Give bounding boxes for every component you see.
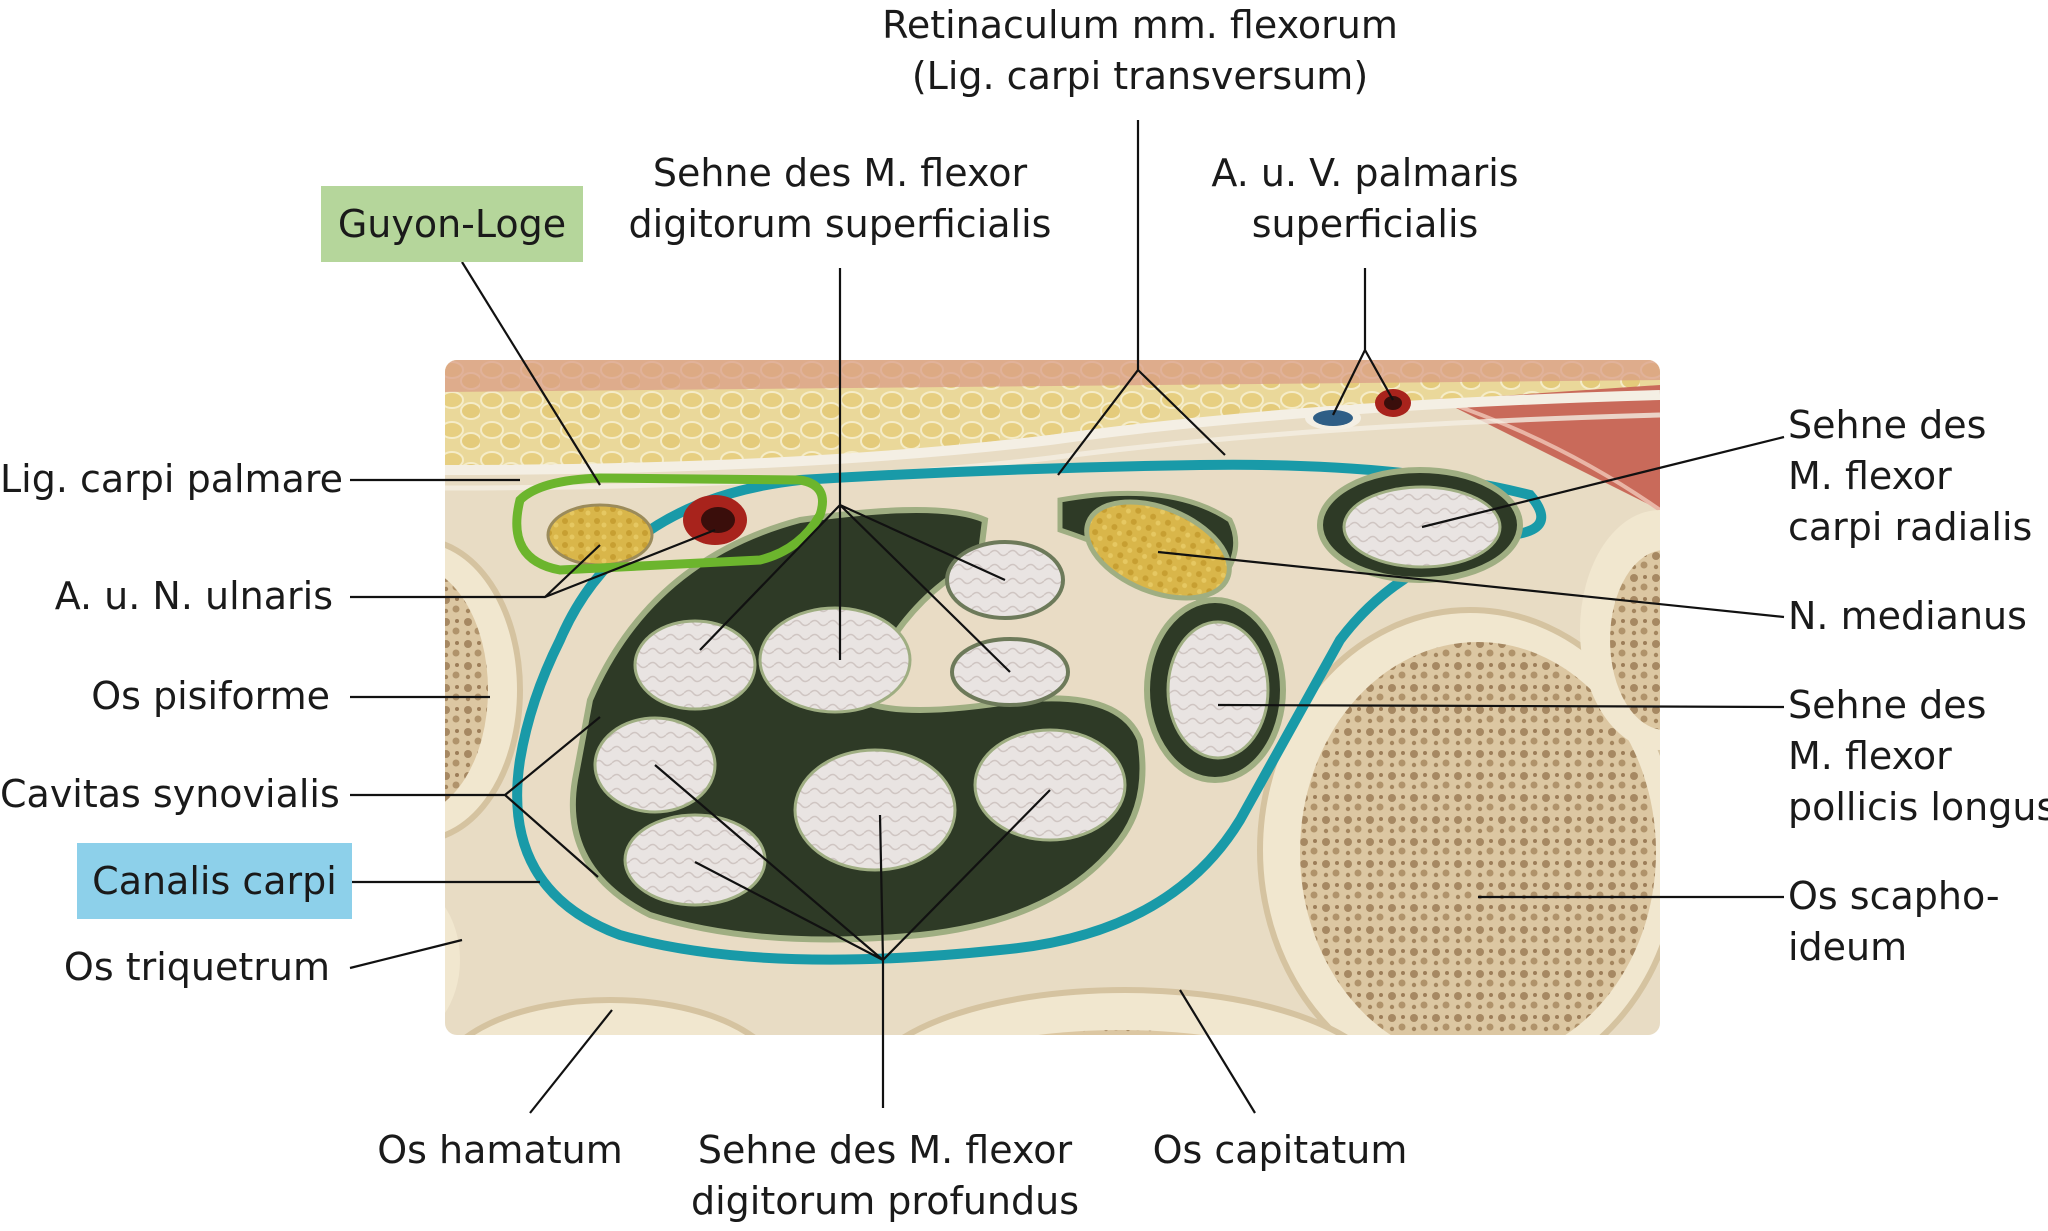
label-fpl-line2: M. flexor xyxy=(1788,734,1952,778)
label-fcr-line2: M. flexor xyxy=(1788,454,1952,498)
label-retinaculum: Retinaculum mm. flexorum (Lig. carpi tra… xyxy=(840,0,1440,102)
label-retinaculum-line2: (Lig. carpi transversum) xyxy=(911,54,1369,98)
label-lig-carpi-palmare: Lig. carpi palmare xyxy=(0,457,344,501)
label-a-v-palmaris-line1: A. u. V. palmaris xyxy=(1211,151,1519,195)
label-fdp-line2: digitorum profundus xyxy=(690,1179,1079,1223)
label-fds: Sehne des M. flexor digitorum superficia… xyxy=(600,148,1080,250)
label-a-v-palmaris: A. u. V. palmaris superficialis xyxy=(1175,148,1555,250)
label-fds-line2: digitorum superficialis xyxy=(628,202,1052,246)
label-retinaculum-line1: Retinaculum mm. flexorum xyxy=(882,3,1398,47)
label-os-scaphoideum-line1: Os scapho- xyxy=(1788,874,2000,918)
label-fpl: Sehne des M. flexor pollicis longus xyxy=(1788,680,2048,833)
label-fds-line1: Sehne des M. flexor xyxy=(652,151,1028,195)
label-os-scaphoideum-line2: ideum xyxy=(1788,925,1908,969)
label-guyon-loge: Guyon-Loge xyxy=(321,186,583,262)
label-fcr: Sehne des M. flexor carpi radialis xyxy=(1788,400,2032,553)
label-a-n-ulnaris: A. u. N. ulnaris xyxy=(54,574,333,618)
label-fcr-line3: carpi radialis xyxy=(1788,505,2033,549)
label-fdp: Sehne des M. flexor digitorum profundus xyxy=(640,1125,1130,1227)
label-os-capitatum: Os capitatum xyxy=(1152,1128,1408,1172)
label-fpl-line3: pollicis longus xyxy=(1788,785,2048,829)
label-canalis-carpi: Canalis carpi xyxy=(77,843,352,919)
label-a-v-palmaris-line2: superficialis xyxy=(1251,202,1479,246)
label-os-hamatum: Os hamatum xyxy=(377,1128,623,1172)
label-fcr-line1: Sehne des xyxy=(1788,403,1987,447)
label-os-scaphoideum: Os scapho- ideum xyxy=(1788,871,2000,973)
label-cavitas-synovialis: Cavitas synovialis xyxy=(0,772,340,816)
leader-lines xyxy=(349,120,1785,1114)
label-n-medianus: N. medianus xyxy=(1788,594,2027,638)
label-fdp-line1: Sehne des M. flexor xyxy=(697,1128,1073,1172)
label-os-pisiforme: Os pisiforme xyxy=(91,674,330,718)
label-fpl-line1: Sehne des xyxy=(1788,683,1987,727)
label-os-triquetrum: Os triquetrum xyxy=(63,945,330,989)
